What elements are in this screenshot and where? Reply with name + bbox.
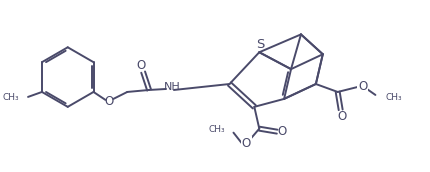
Text: O: O bbox=[337, 110, 346, 123]
Text: O: O bbox=[242, 137, 251, 150]
Text: O: O bbox=[105, 95, 114, 108]
Text: CH₃: CH₃ bbox=[3, 93, 19, 102]
Text: CH₃: CH₃ bbox=[385, 93, 402, 102]
Text: O: O bbox=[137, 59, 146, 72]
Text: NH: NH bbox=[163, 82, 180, 92]
Text: CH₃: CH₃ bbox=[209, 125, 226, 134]
Text: O: O bbox=[358, 80, 367, 94]
Text: S: S bbox=[256, 38, 264, 51]
Text: O: O bbox=[277, 125, 287, 138]
